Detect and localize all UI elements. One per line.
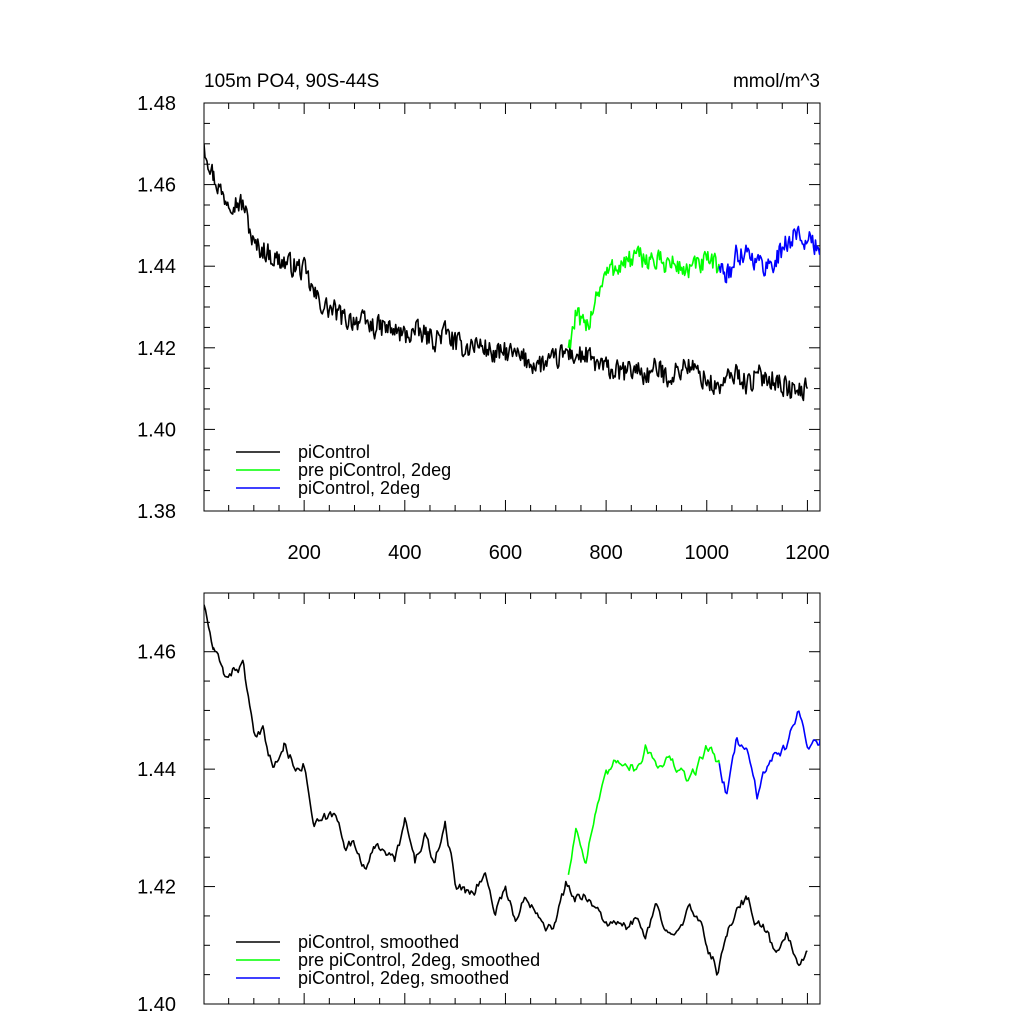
bottom-y-tick-label: 1.44 xyxy=(137,759,176,781)
top-chart-units: mmol/m^3 xyxy=(733,71,820,92)
top-chart-content: 200 400 600 800 1000 1200 1.38 1.40 1.42 1.44 1.46… xyxy=(137,93,830,564)
bottom-legend-label-2: piControl, 2deg, smoothed xyxy=(298,968,509,988)
top-y-tick-label: 1.42 xyxy=(137,338,176,360)
top-series-line-1 xyxy=(567,245,721,349)
top-y-tick-label: 1.38 xyxy=(137,501,176,523)
top-x-tick-label: 1000 xyxy=(685,542,730,564)
top-x-tick-label: 200 xyxy=(287,542,320,564)
top-legend-label-1: pre piControl, 2deg xyxy=(298,460,451,480)
top-series-group xyxy=(204,143,820,402)
bottom-series-line-0 xyxy=(204,604,808,976)
top-x-tick-label: 1200 xyxy=(785,542,830,564)
top-legend-label-0: piControl xyxy=(298,442,370,462)
bottom-series-line-1 xyxy=(567,744,721,875)
top-x-tick-label: 400 xyxy=(388,542,421,564)
top-y-tick-label: 1.48 xyxy=(137,93,176,115)
top-y-tick-label: 1.40 xyxy=(137,419,176,441)
top-chart-panel: 105m PO4, 90S-44S mmol/m^3 200 400 600 800 1… xyxy=(137,71,830,564)
top-x-tick-label: 600 xyxy=(489,542,522,564)
top-y-tick-label: 1.46 xyxy=(137,175,176,197)
top-series-line-0 xyxy=(204,143,809,402)
top-x-tick-label: 800 xyxy=(589,542,622,564)
top-y-tick-label: 1.44 xyxy=(137,256,176,278)
bottom-legend-label-1: pre piControl, 2deg, smoothed xyxy=(298,950,540,970)
bottom-y-tick-label: 1.40 xyxy=(137,994,176,1016)
bottom-series-group xyxy=(204,604,820,976)
bottom-y-tick-label: 1.46 xyxy=(137,642,176,664)
bottom-legend-label-0: piControl, smoothed xyxy=(298,932,459,952)
top-legend-label-2: piControl, 2deg xyxy=(298,478,420,498)
top-series-line-2 xyxy=(718,225,820,284)
top-chart-title: 105m PO4, 90S-44S xyxy=(204,71,379,92)
bottom-y-tick-label: 1.42 xyxy=(137,877,176,899)
bottom-series-line-2 xyxy=(718,710,820,800)
